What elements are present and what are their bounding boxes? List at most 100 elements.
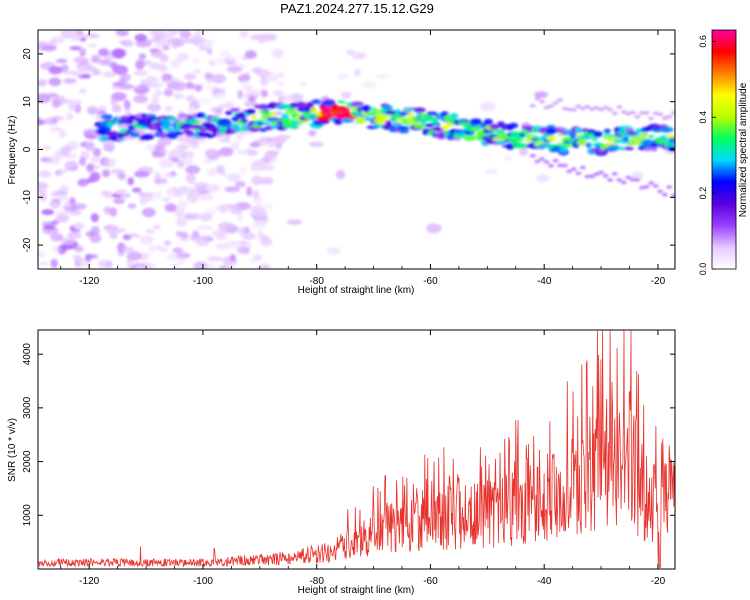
spectrogram-cell [489, 123, 500, 130]
spectrogram-cell [115, 30, 129, 37]
spectrogram-cell [171, 38, 185, 47]
spectrogram-cell [557, 163, 564, 168]
spectrogram-cell [58, 194, 69, 202]
spectrogram-cell [204, 39, 214, 44]
spectrogram-cell [516, 137, 524, 142]
spectrogram-cell [508, 122, 519, 129]
spectrogram-cell [66, 112, 74, 121]
colorbar-tick-label: 0.2 [698, 187, 708, 200]
spectrogram-cell [135, 59, 145, 70]
spectrogram-cell [354, 68, 361, 77]
spectrogram-cell [217, 56, 225, 66]
colorbar-ticks: 0.0 0.2 0.4 0.6 [698, 35, 716, 275]
spectrogram-cell [306, 101, 314, 109]
spectrogram-cell [138, 53, 146, 60]
spectrogram-cell [422, 128, 430, 136]
spectrogram-cell [139, 235, 154, 245]
spectrogram-cell [133, 84, 150, 95]
spectrogram-cell [661, 192, 668, 197]
spectrogram-cell [219, 170, 227, 176]
spectrogram-cell [253, 139, 261, 145]
spectrogram-cell [406, 112, 414, 117]
spectrogram-cell [252, 165, 263, 172]
spectrogram-cell [198, 97, 212, 105]
spectrogram-cell [41, 209, 54, 216]
spectrogram-cell [262, 121, 270, 126]
spectrogram-cell [46, 155, 61, 165]
spectrogram-cell [152, 191, 163, 200]
spectrogram-cell [432, 118, 439, 126]
spectrogram-cell [340, 91, 352, 99]
spectrogram-cell [495, 140, 507, 145]
spectrogram-cell [145, 228, 155, 235]
spectrogram-cell [337, 73, 350, 80]
spectrogram-cell [179, 30, 191, 39]
spectrogram-cell [235, 112, 247, 119]
spectrogram-cell [643, 111, 650, 115]
spectrogram-cell [276, 80, 285, 86]
spectrogram-cell [73, 254, 82, 261]
spectrogram-cell [308, 129, 317, 137]
spectrogram-cell [648, 181, 655, 185]
spectrogram-cell [62, 201, 72, 212]
spectrogram-cell [59, 184, 70, 193]
spectrogram-cell [616, 178, 623, 182]
spectrogram-cell [561, 106, 568, 111]
spectrogram-cell [119, 83, 135, 90]
spectrogram-cell [159, 53, 169, 63]
spectrogram-cell [159, 158, 175, 168]
spectrogram-cell [552, 101, 559, 105]
spectrogram-cell [103, 224, 118, 231]
spectrogram-cell [132, 262, 147, 268]
spectrogram-plot-area [38, 30, 675, 269]
spectrogram-cell [64, 153, 78, 160]
spectrogram-cell [51, 98, 61, 109]
spectrogram-cell [123, 99, 131, 110]
spectrogram-cell [657, 189, 664, 194]
spectrogram-cell [620, 110, 627, 114]
spectrogram-cell [89, 233, 102, 244]
spectrogram-cell [167, 81, 182, 89]
spectrogram-cell [153, 43, 164, 49]
spectrogram-cell [97, 259, 109, 269]
spectrogram-cell [643, 185, 650, 189]
spectrogram-cell [237, 89, 244, 99]
spectrogram-cell [377, 117, 387, 125]
spectrogram-cell [51, 116, 59, 124]
spectrogram-cell [145, 143, 155, 151]
spectrogram-cell [230, 108, 240, 112]
spectrogram-cell [252, 189, 260, 200]
spectrogram-cell [269, 111, 276, 117]
spectrogram-cell [218, 222, 234, 232]
spectrogram-cell [229, 254, 236, 262]
spectrogram-cell [73, 245, 84, 252]
spectrogram-cell [50, 258, 58, 269]
spectrogram-cell [72, 203, 87, 210]
spectrogram-cell [167, 150, 184, 158]
spectrogram-cell [184, 38, 197, 44]
spectrogram-cell [581, 128, 590, 133]
spectrogram-cell [127, 203, 137, 209]
spectrogram-cell [176, 217, 187, 227]
spectrogram-cell [65, 161, 76, 169]
spectrogram-cell [156, 244, 163, 252]
colorbar-tick-label: 0.6 [698, 35, 708, 48]
spectrogram-cell [518, 148, 528, 156]
spectrogram-cell [148, 77, 160, 87]
spectrogram-cell [543, 105, 550, 110]
spectrogram-cell [504, 154, 512, 162]
spectrogram-cell [90, 54, 101, 64]
spectrogram-cell [201, 263, 217, 269]
y-tick-label: 3000 [22, 396, 33, 419]
spectrogram-cell [230, 123, 240, 130]
spectrogram-cell [176, 252, 191, 259]
snr-x-axis-label: Height of straight line (km) [298, 585, 415, 596]
spectrogram-cell [237, 226, 247, 236]
spectrogram-cell [110, 96, 118, 106]
y-tick-label: 1000 [22, 504, 33, 527]
spectrogram-cell [613, 138, 621, 144]
spectrogram-cell [282, 119, 295, 126]
spectrogram-cell [111, 104, 122, 113]
spectrogram-y-ticks: -20 -10 0 10 20 [22, 48, 675, 252]
